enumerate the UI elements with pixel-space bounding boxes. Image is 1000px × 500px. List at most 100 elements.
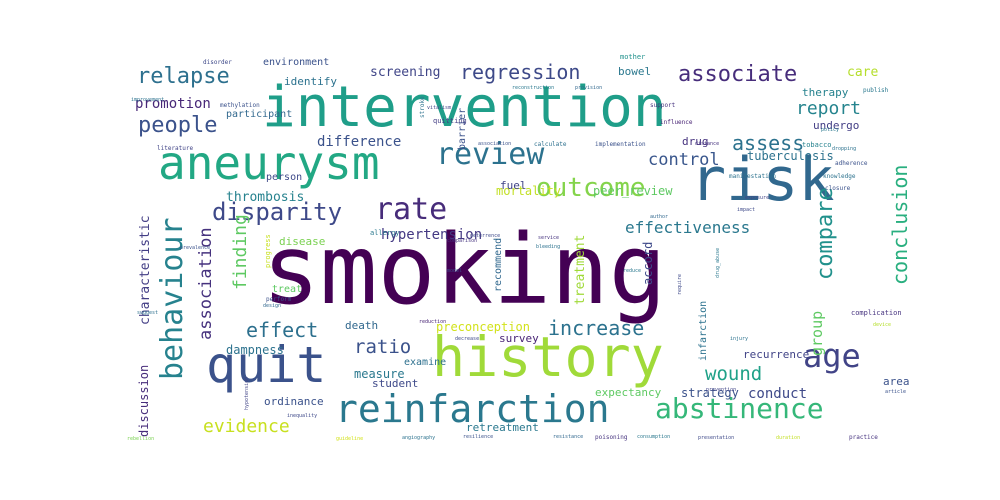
word-presentation: presentation — [698, 435, 735, 441]
word-guideline: guideline — [336, 436, 364, 442]
word-consumption: consumption — [637, 434, 671, 440]
word-provision: provision — [575, 85, 603, 91]
word-prevention: prevention — [706, 387, 737, 393]
word-tobacco: tobacco — [802, 141, 832, 149]
word-associate: associate — [678, 62, 798, 87]
word-reduction: reduction — [419, 319, 447, 325]
word-identify: identify — [284, 75, 337, 88]
word-quitting: quitting — [433, 117, 467, 125]
word-article: article — [885, 389, 907, 395]
word-influence: influence — [660, 119, 693, 126]
word-expectancy: expectancy — [595, 386, 662, 399]
word-design: design — [263, 303, 282, 309]
word-require: require — [677, 273, 683, 295]
word-group: group — [808, 310, 826, 356]
word-association: association — [478, 141, 512, 147]
word-bleeding: bleeding — [536, 244, 561, 250]
word-thrombosis: thrombosis — [226, 190, 305, 205]
word-therapy: therapy — [802, 86, 849, 99]
word-effectiveness: effectiveness — [625, 218, 751, 237]
word-disparity: disparity — [212, 198, 343, 226]
word-publish: publish — [863, 87, 889, 94]
word-death: death — [345, 319, 379, 332]
word-resilience: resilience — [463, 434, 494, 440]
word-behaviour: behaviour — [155, 217, 190, 380]
word-manifestation: manifestation — [729, 173, 776, 180]
word-stroke: stroke — [419, 96, 426, 118]
word-impact: impact — [737, 207, 756, 213]
word-smoking: smoking — [262, 214, 667, 326]
word-examine: examine — [404, 357, 447, 368]
word-control: control — [648, 150, 720, 170]
word-knowledge: knowledge — [823, 173, 856, 180]
word-angiography: angiography — [402, 435, 436, 441]
word-rate: rate — [375, 192, 448, 227]
word-practice: practice — [849, 434, 878, 441]
word-promotion: promotion — [135, 96, 211, 112]
word-rebellion: rebellion — [127, 436, 155, 442]
word-history: history — [432, 325, 664, 389]
word-reduce: reduce — [623, 268, 642, 274]
word-participant: participant — [226, 109, 293, 120]
word-mother: mother — [620, 53, 646, 61]
word-duration: duration — [776, 435, 801, 441]
word-regression: regression — [460, 60, 581, 84]
word-barrier: barrier — [457, 107, 468, 150]
word-model: model — [447, 268, 463, 274]
word-measure: measure — [354, 367, 405, 381]
word-retreatment: retreatment — [466, 421, 539, 434]
word-disorder: disorder — [203, 59, 232, 66]
word-policy: policy — [821, 127, 840, 133]
word-assess: assess — [732, 131, 805, 155]
word-recurrence: recurrence — [743, 348, 810, 361]
word-tuberculosis: tuberculosis — [747, 149, 834, 163]
word-dampness: dampness — [226, 343, 284, 357]
word-mortality: mortality — [496, 184, 562, 198]
word-resistance: resistance — [553, 434, 584, 440]
word-comparison: comparison — [447, 238, 478, 244]
word-calculate: calculate — [534, 141, 567, 148]
word-person: person — [266, 172, 303, 183]
word-complication: complication — [851, 309, 902, 317]
word-finding: finding — [230, 214, 251, 290]
word-increase: increase — [548, 316, 645, 340]
word-closure: closure — [825, 185, 851, 192]
word-intervention: intervention — [262, 75, 667, 140]
word-device: device — [873, 322, 892, 328]
word-conduct: conduct — [748, 386, 808, 402]
word-infarction: infarction — [698, 300, 709, 361]
word-difference: difference — [317, 134, 402, 150]
word-vitalism: vitalism — [427, 105, 452, 111]
word-treatment: treatment — [573, 234, 588, 305]
word-prevalence: prevalence — [180, 245, 211, 251]
word-conclusion: conclusion — [888, 164, 912, 285]
word-wound: wound — [705, 363, 763, 385]
word-screening: screening — [370, 65, 441, 80]
word-peer-review: peer_review — [593, 184, 673, 198]
word-risk: risk — [690, 145, 835, 215]
word-support: support — [650, 102, 676, 109]
word-distance: distance — [695, 141, 720, 147]
word-treat: treat — [272, 284, 303, 295]
word-poisoning: poisoning — [595, 434, 628, 441]
word-aneurysm: aneurysm — [158, 136, 380, 190]
word-student: student — [372, 377, 419, 390]
word-suggest: suggest — [137, 310, 159, 316]
word-fuel: fuel — [500, 179, 527, 192]
word-undergo: undergo — [813, 119, 860, 132]
word-reconstruction: reconstruction — [512, 85, 555, 91]
word-disease: disease — [279, 235, 326, 248]
word-survey: survey — [499, 332, 539, 345]
word-characteristic: characteristic — [138, 215, 153, 325]
word-inequality: inequality — [287, 413, 318, 419]
word-environment: environment — [263, 57, 330, 68]
word-recommend: recommend — [493, 237, 504, 292]
word-quit: quit — [206, 336, 327, 394]
word-drug-abuse: drug_abuse — [715, 247, 721, 278]
word-ratio: ratio — [354, 336, 412, 358]
word-bowel: bowel — [618, 65, 652, 78]
word-area: area — [883, 375, 910, 388]
word-review: review — [436, 137, 545, 172]
word-people: people — [138, 113, 218, 138]
